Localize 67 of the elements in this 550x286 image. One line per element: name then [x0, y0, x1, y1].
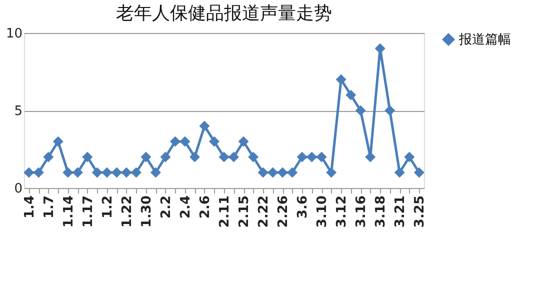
point	[228, 152, 239, 162]
point	[180, 136, 190, 147]
point	[326, 167, 337, 178]
point	[384, 105, 396, 116]
x-tick-label: 1.22	[120, 196, 135, 228]
point	[160, 152, 171, 162]
point	[189, 152, 200, 162]
point	[277, 167, 288, 178]
point	[121, 167, 132, 178]
point	[140, 152, 152, 162]
point	[365, 152, 376, 162]
point	[336, 74, 346, 85]
point	[43, 152, 54, 162]
x-tick-label: 3.12	[334, 196, 350, 228]
x-tick-label: 1.30	[139, 196, 154, 228]
x-tick-label: 1.14	[61, 196, 76, 228]
point	[414, 167, 424, 178]
point	[150, 167, 161, 178]
x-tick-label: 3.25	[412, 196, 428, 228]
point	[287, 167, 298, 178]
y-tick-label: 10	[6, 26, 22, 42]
point	[268, 167, 278, 178]
point	[199, 120, 210, 132]
x-tick-label: 2.11	[218, 196, 232, 228]
point	[62, 167, 74, 178]
point	[92, 167, 102, 178]
point	[238, 136, 249, 147]
point	[296, 152, 308, 162]
point	[394, 167, 405, 178]
chart-title: 老年人保健品报道声量走势	[116, 3, 332, 24]
x-tick-label: 1.4	[22, 196, 38, 219]
x-tick-label: 3.6	[296, 196, 311, 219]
point	[111, 167, 122, 178]
point	[170, 136, 180, 147]
x-tick-label: 3.21	[393, 196, 408, 228]
x-tick-label: 1.7	[42, 196, 57, 219]
legend-label: 报道篇幅	[458, 32, 511, 48]
point	[258, 167, 268, 178]
point	[316, 152, 327, 162]
x-tick-label: 1.2	[100, 196, 116, 219]
x-tick-label: 2.26	[276, 196, 292, 228]
x-tick-label: 1.17	[80, 196, 96, 228]
point	[355, 105, 366, 116]
x-tick-label: 2.2	[158, 196, 174, 219]
point	[306, 152, 318, 162]
x-tick-label: 2.15	[237, 196, 252, 228]
point	[102, 167, 112, 178]
x-tick-label: 3.16	[354, 196, 370, 228]
point	[404, 152, 415, 162]
point	[33, 167, 44, 178]
y-tick-label: 0	[14, 182, 22, 196]
x-tick-label: 2.4	[178, 196, 194, 219]
point	[52, 136, 64, 147]
point	[72, 167, 83, 178]
point	[374, 43, 386, 54]
y-tick-label: 5	[14, 104, 22, 119]
point	[82, 152, 93, 162]
x-tick-label: 3.10	[315, 196, 330, 228]
x-tick-label: 2.6	[198, 196, 213, 219]
point	[209, 136, 220, 147]
point	[130, 167, 142, 178]
point	[248, 152, 259, 162]
point	[218, 152, 230, 162]
point	[24, 167, 34, 178]
point	[346, 90, 356, 100]
x-tick-label: 2.22	[256, 196, 272, 228]
x-tick-label: 3.18	[374, 196, 389, 228]
